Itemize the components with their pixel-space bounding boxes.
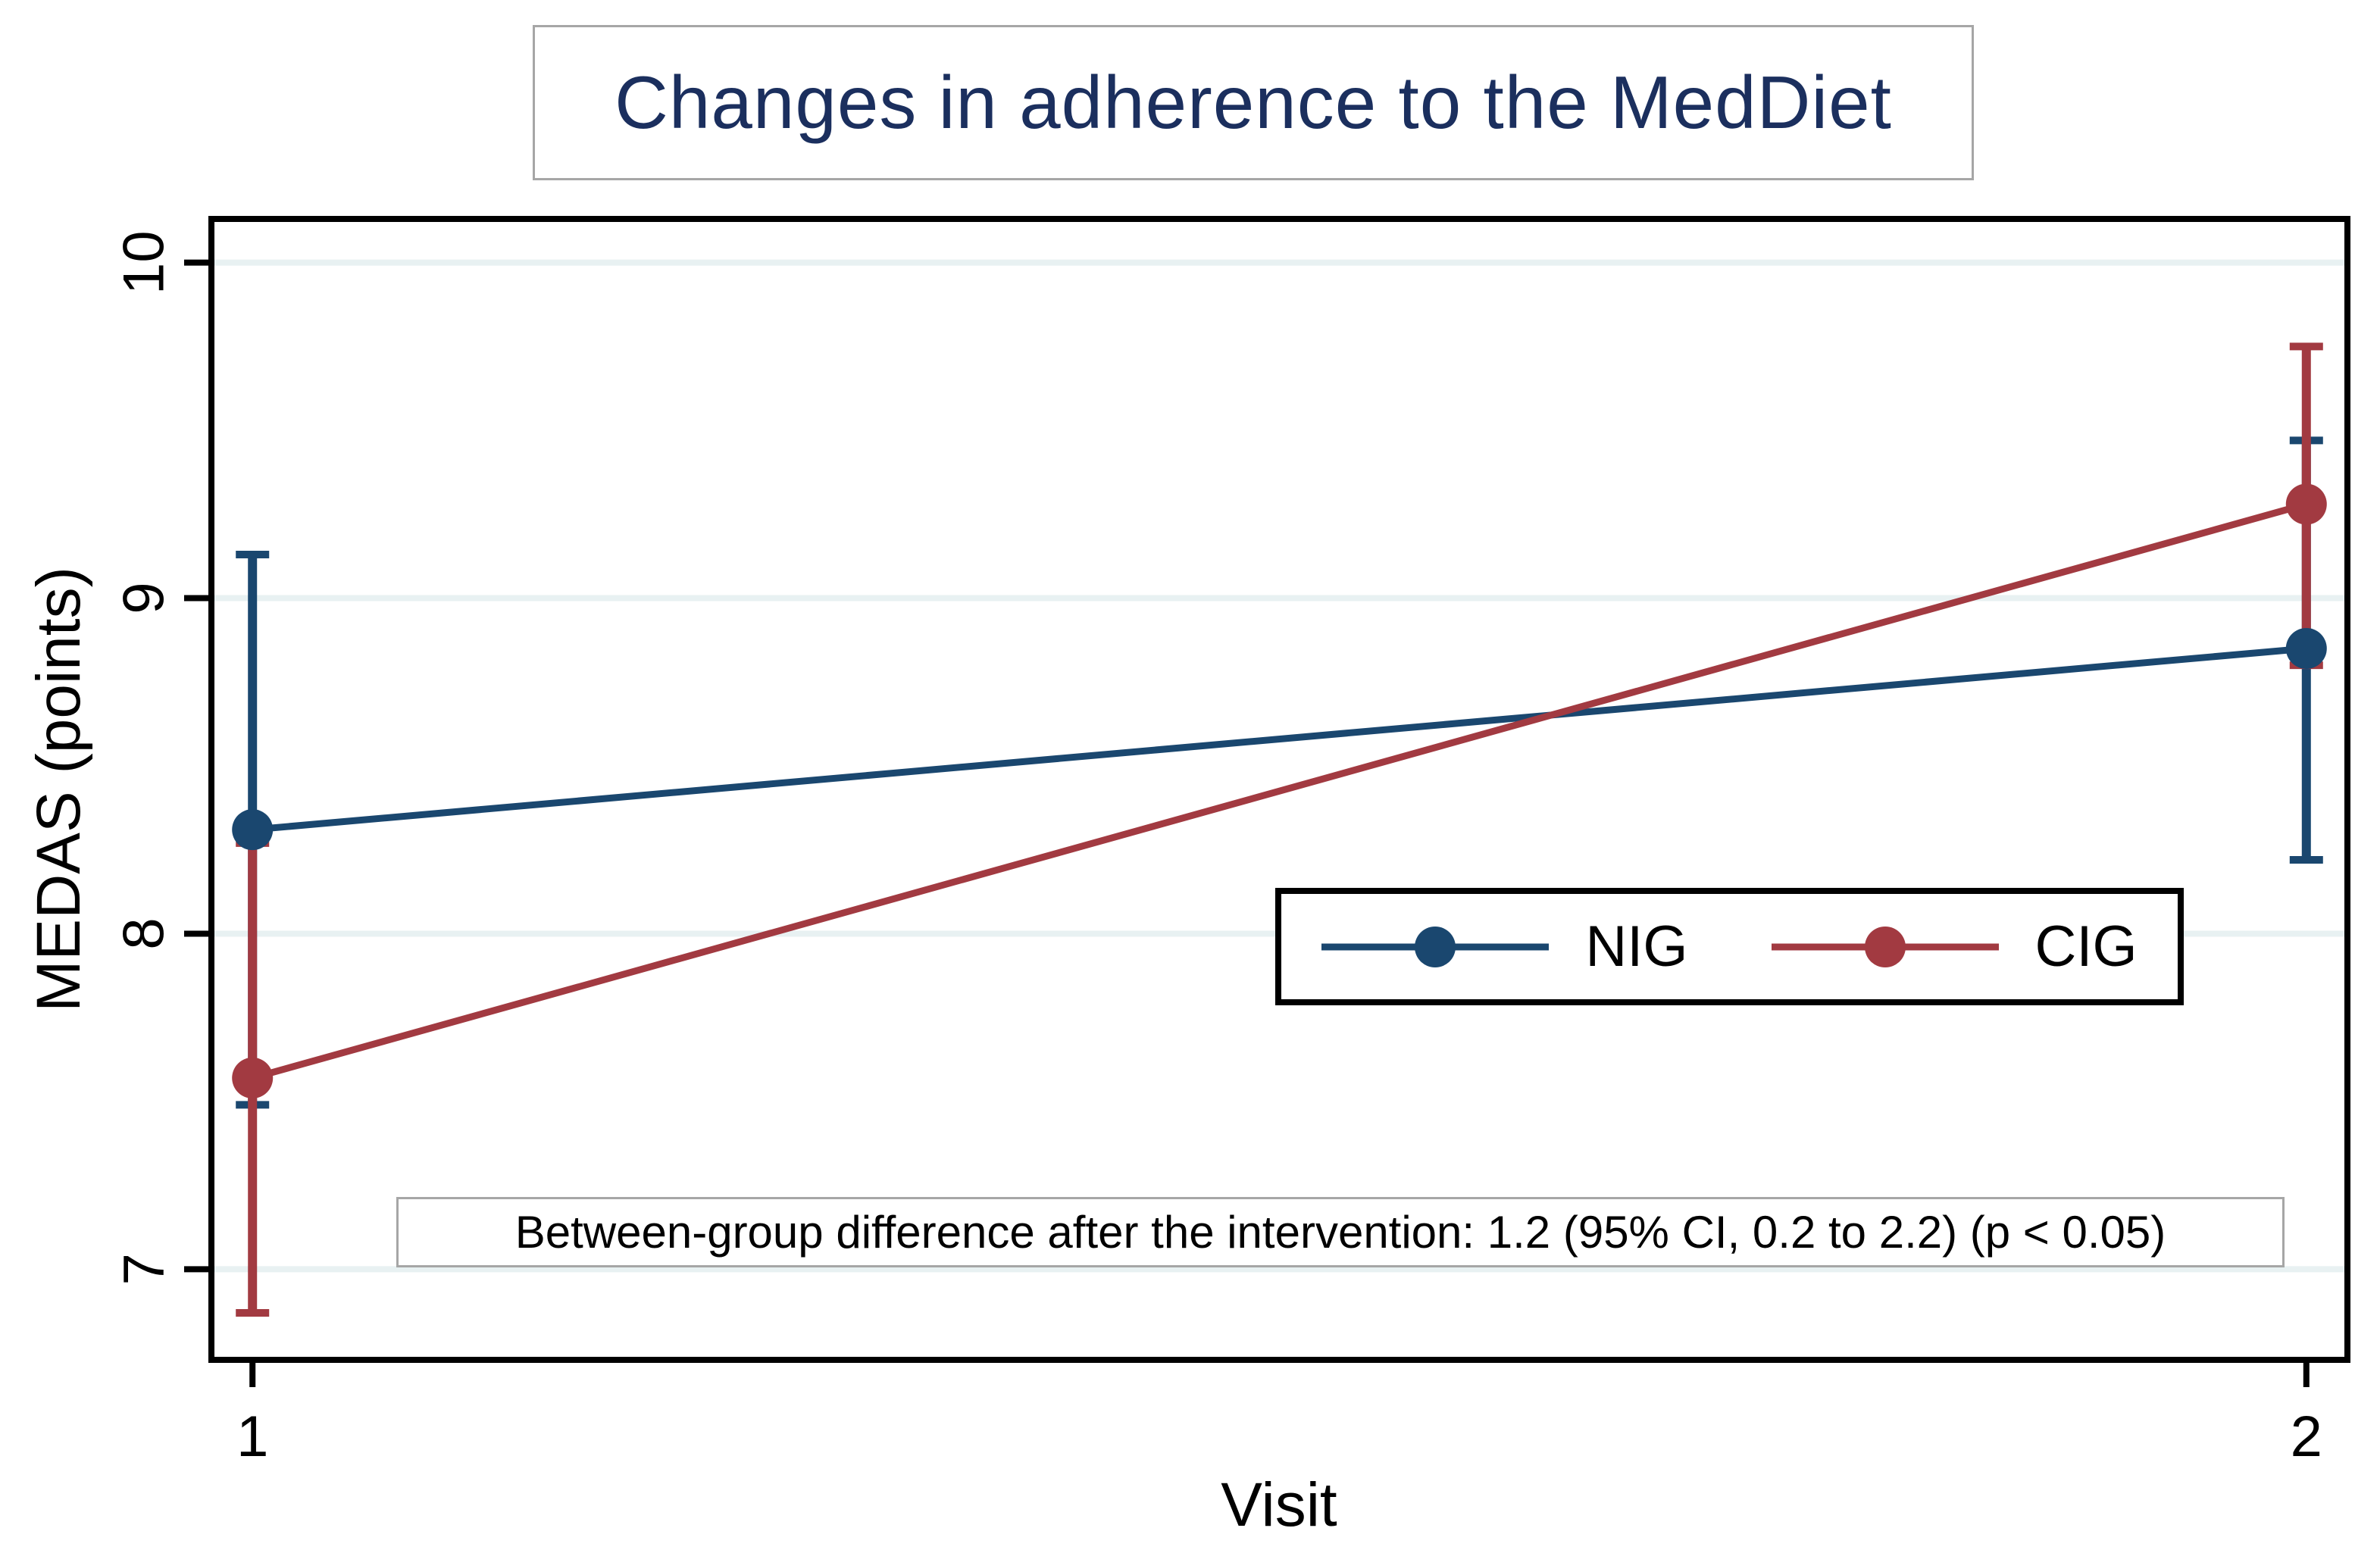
nig-marker-visit1 — [232, 809, 274, 851]
cig-line-marker-swatch — [1771, 926, 1999, 967]
chart-title: Changes in adherence to the MedDiet — [615, 61, 1892, 144]
plot-frame — [208, 216, 2350, 1363]
legend-entry-nig: NIG — [1321, 914, 1688, 980]
y-tick-label-7: 7 — [112, 1253, 177, 1285]
between-group-difference-annotation-box: Between-group difference after the inter… — [396, 1197, 2285, 1267]
nig-marker-visit2 — [2285, 627, 2327, 669]
cig-line — [252, 501, 2307, 1082]
y-tick-label-10: 10 — [112, 230, 177, 295]
nig-line-marker-swatch — [1321, 926, 1550, 967]
nig-line — [252, 645, 2307, 833]
x-axis-title: Visit — [1221, 1470, 1337, 1539]
y-tick-label-8: 8 — [112, 917, 177, 949]
legend-label-nig: NIG — [1585, 914, 1688, 979]
between-group-difference-annotation: Between-group difference after the inter… — [514, 1207, 2166, 1258]
cig-marker-visit2 — [2285, 483, 2327, 525]
y-tick-label-9: 9 — [112, 582, 177, 614]
legend-entry-cig: CIG — [1771, 914, 2138, 980]
legend: NIG CIG — [1275, 888, 2184, 1005]
chart-title-box: Changes in adherence to the MedDiet — [533, 25, 1974, 180]
x-tick-label-2: 2 — [2291, 1405, 2322, 1469]
legend-label-cig: CIG — [2034, 914, 2138, 979]
x-tick-label-1: 1 — [236, 1405, 268, 1469]
cig-marker-visit1 — [232, 1057, 274, 1098]
